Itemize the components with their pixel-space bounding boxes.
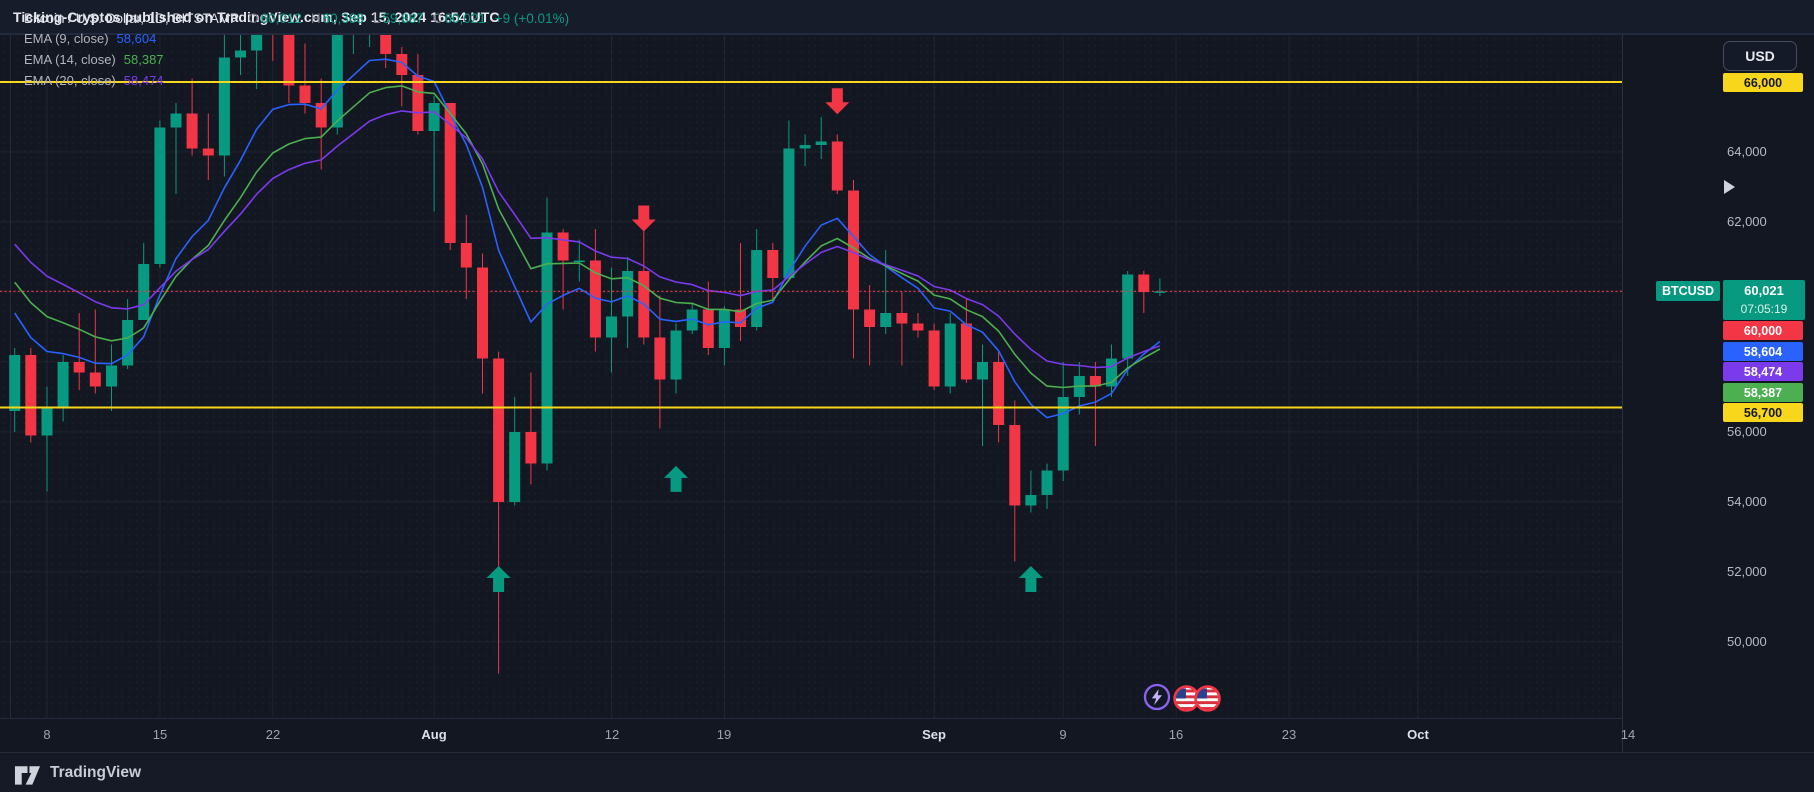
time-tick-label: 16 (1168, 727, 1184, 742)
time-tick-label: 23 (1281, 727, 1297, 742)
publisher-text: Ticking-Cryptos published on TradingView… (13, 8, 500, 25)
time-tick-label: 15 (152, 727, 168, 742)
price-alert-badge[interactable]: 60,000 (1723, 321, 1803, 340)
ohlc-close: C 60,021 (432, 10, 486, 26)
time-tick-label: Sep (922, 727, 946, 742)
symbol-title: Bitcoin / U.S. Dollar, 1D, BITSTAMP (24, 10, 240, 26)
ohlc-open: O 60,012 (248, 10, 302, 26)
time-tick-label: 9 (1059, 727, 1067, 742)
price-axis[interactable]: USD 64,000 62,000 56,000 54,000 52,000 50,000… (1622, 34, 1814, 752)
currency-button[interactable]: USD (1723, 41, 1797, 71)
bar-countdown: 07:05:19 (1740, 302, 1788, 316)
indicator-legend-ema9[interactable]: EMA (9, close) 58,604 (24, 31, 157, 46)
price-tick-label: 62,000 (1727, 214, 1767, 229)
ohlc-low: L 59,887 (372, 10, 424, 26)
last-price-value: 60,021 (1744, 283, 1784, 298)
play-arrow-icon[interactable] (1724, 180, 1735, 194)
candlestick-chart (0, 35, 1622, 718)
chart-legend: Bitcoin / U.S. Dollar, 1D, BITSTAMP O 60… (24, 8, 569, 91)
time-tick-label: Oct (1407, 727, 1429, 742)
price-alert-badge[interactable]: 58,604 (1723, 342, 1803, 361)
price-alert-badge[interactable]: 56,700 (1723, 403, 1803, 422)
price-tick-label: 56,000 (1727, 424, 1767, 439)
time-tick-label: 12 (604, 727, 620, 742)
footer-bar: TradingView (0, 752, 1814, 792)
price-tick-label: 52,000 (1727, 564, 1767, 579)
indicator-legend-ema14[interactable]: EMA (14, close) 58,387 (24, 52, 164, 67)
price-alert-badge[interactable]: 58,474 (1723, 362, 1803, 381)
time-tick-label: Aug (421, 727, 447, 742)
price-alert-badge[interactable]: 58,387 (1723, 383, 1803, 402)
price-tick-label: 50,000 (1727, 634, 1767, 649)
change-label: +9 (+0.01%) (494, 10, 570, 26)
us-flag-icon[interactable] (1194, 685, 1221, 712)
time-tick-label: 22 (265, 727, 281, 742)
price-tick-label: 64,000 (1727, 144, 1767, 159)
tradingview-wordmark[interactable]: TradingView (50, 763, 142, 781)
indicator-legend-ema20[interactable]: EMA (20, close) 58,474 (24, 73, 164, 88)
time-tick-label: 14 (1620, 727, 1636, 742)
publisher-bar: Ticking-Cryptos published on TradingView… (0, 0, 1814, 34)
price-line-badge[interactable]: 66,000 (1723, 73, 1803, 92)
economic-event-icon[interactable] (1143, 683, 1171, 711)
time-tick-label: 19 (716, 727, 732, 742)
chart-canvas[interactable] (0, 34, 1622, 718)
last-price-badge: 60,021 07:05:19 (1723, 280, 1805, 320)
ohlc-high: H 60,388 (310, 10, 364, 26)
symbol-legend-row[interactable]: Bitcoin / U.S. Dollar, 1D, BITSTAMP O 60… (24, 8, 569, 28)
price-tick-label: 54,000 (1727, 494, 1767, 509)
tradingview-logo-icon[interactable] (14, 761, 41, 785)
time-tick-label: 8 (43, 727, 51, 742)
time-axis[interactable]: 8 15 22 Aug 12 19 Sep 9 16 23 Oct 14 (0, 718, 1635, 752)
symbol-price-tag: BTCUSD (1656, 281, 1720, 301)
